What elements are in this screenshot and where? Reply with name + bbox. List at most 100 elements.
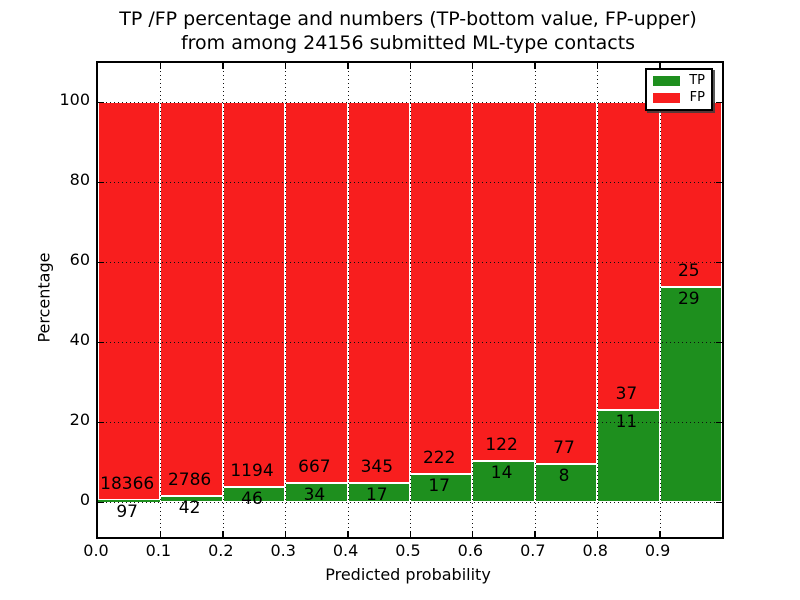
bar-segment-tp — [534, 464, 598, 502]
y-tick-mark — [98, 261, 104, 263]
fp-count-label: 2786 — [167, 470, 212, 491]
x-tick-mark — [471, 63, 474, 69]
fp-count-label: 1194 — [230, 461, 274, 482]
fp-color-swatch — [653, 93, 680, 103]
x-tick-mark — [222, 531, 224, 537]
x-tick-mark — [534, 531, 536, 537]
bar-segment-fp — [534, 102, 598, 465]
gridline-vertical — [597, 63, 599, 537]
x-tick-label: 0.0 — [83, 541, 109, 560]
x-tick-mark — [596, 531, 599, 537]
y-tick-mark — [716, 261, 722, 263]
x-tick-mark — [471, 531, 474, 537]
tp-count-label: 34 — [303, 484, 326, 505]
y-tick-mark — [98, 101, 104, 103]
gridline-vertical — [285, 63, 287, 537]
gridline-vertical — [472, 63, 474, 537]
x-tick-mark — [159, 531, 162, 537]
tp-count-label: 97 — [116, 501, 139, 522]
fp-count-label: 222 — [422, 447, 456, 468]
x-tick-label: 0.6 — [457, 541, 484, 560]
x-tick-mark — [596, 63, 599, 69]
gridline-vertical — [222, 63, 224, 537]
fp-count-label: 122 — [485, 434, 518, 455]
legend-item-fp: FP — [653, 91, 705, 105]
x-tick-label: 0.8 — [582, 541, 608, 560]
bar-segment-fp — [160, 102, 223, 497]
x-tick-label: 0.7 — [520, 541, 546, 560]
y-tick-mark — [716, 421, 722, 423]
fp-count-label: 77 — [553, 438, 575, 459]
chart-title: TP /FP percentage and numbers (TP-bottom… — [96, 7, 720, 55]
x-tick-mark — [284, 531, 287, 537]
x-tick-mark — [347, 63, 349, 69]
x-tick-mark — [534, 63, 536, 69]
fp-count-label: 37 — [615, 384, 638, 405]
tp-count-label: 29 — [677, 289, 700, 310]
x-axis-label: Predicted probability — [325, 565, 491, 584]
x-tick-label: 0.5 — [395, 541, 421, 560]
x-tick-mark — [159, 63, 162, 69]
y-axis-label: Percentage — [34, 252, 54, 343]
fp-count-label: 667 — [298, 456, 331, 477]
x-tick-mark — [659, 63, 661, 69]
bar-segment-fp — [222, 102, 286, 488]
bar-segment-fp — [472, 102, 535, 461]
tp-color-swatch — [653, 76, 680, 86]
y-tick-mark — [716, 341, 722, 343]
fp-count-label: 25 — [677, 261, 700, 282]
bar-segment-tp — [410, 473, 473, 502]
y-tick-mark — [98, 421, 104, 423]
gridline-vertical — [410, 63, 411, 537]
x-tick-mark — [284, 63, 287, 69]
legend-label-tp: TP — [689, 73, 705, 88]
gridline-vertical — [347, 63, 349, 537]
y-tick-label: 80 — [69, 170, 90, 189]
x-tick-label: 0.1 — [145, 541, 172, 560]
bar-segment-tp — [472, 460, 535, 502]
bar-segment-fp — [410, 102, 473, 474]
tp-count-label: 46 — [241, 489, 263, 510]
tp-count-label: 8 — [558, 466, 570, 487]
x-tick-mark — [409, 63, 411, 69]
tp-count-label: 11 — [615, 412, 638, 433]
x-tick-label: 0.2 — [208, 541, 234, 560]
bar-segment-fp — [285, 102, 348, 483]
tp-count-label: 17 — [365, 485, 388, 506]
y-tick-label: 100 — [59, 90, 90, 109]
gridline-vertical — [534, 63, 536, 537]
legend: TP FP — [645, 68, 713, 111]
legend-label-fp: FP — [689, 90, 705, 105]
tp-count-label: 17 — [428, 475, 451, 496]
fp-count-label: 18366 — [100, 473, 155, 494]
gridline-vertical — [160, 63, 162, 537]
y-tick-mark — [98, 341, 104, 343]
x-tick-label: 0.9 — [644, 541, 671, 560]
y-tick-mark — [98, 181, 104, 183]
bar-segment-tp — [659, 287, 722, 502]
bar-segment-tp — [597, 410, 660, 502]
y-tick-label: 20 — [69, 410, 90, 429]
bar-segment-fp — [98, 102, 161, 500]
x-tick-label: 0.4 — [332, 541, 359, 560]
bar-segment-tp — [98, 499, 161, 502]
y-tick-label: 60 — [69, 250, 90, 269]
x-tick-mark — [659, 531, 661, 537]
bar-segment-fp — [347, 102, 410, 484]
y-tick-label: 40 — [69, 330, 90, 349]
x-tick-label: 0.3 — [270, 541, 296, 560]
y-tick-mark — [98, 501, 104, 503]
bar-segment-fp — [659, 102, 722, 288]
legend-item-tp: TP — [653, 74, 705, 88]
y-tick-mark — [716, 181, 722, 183]
fp-count-label: 345 — [360, 457, 394, 478]
gridline-vertical — [659, 63, 661, 537]
x-tick-mark — [222, 63, 224, 69]
y-tick-mark — [716, 101, 722, 103]
tp-count-label: 42 — [178, 498, 201, 519]
x-tick-mark — [409, 531, 411, 537]
plot-area — [96, 61, 724, 539]
chart-title-line1: TP /FP percentage and numbers (TP-bottom… — [119, 8, 697, 30]
x-tick-mark — [347, 531, 349, 537]
